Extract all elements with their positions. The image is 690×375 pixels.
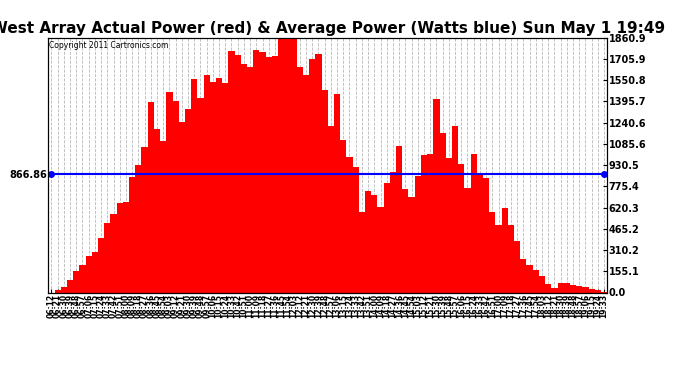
Bar <box>427 154 433 292</box>
Bar <box>440 133 446 292</box>
Text: Copyright 2011 Cartronics.com: Copyright 2011 Cartronics.com <box>50 41 169 50</box>
Bar <box>79 265 86 292</box>
Bar <box>402 189 408 292</box>
Bar <box>235 55 241 292</box>
Bar <box>210 82 216 292</box>
Bar <box>334 94 340 292</box>
Bar <box>166 92 172 292</box>
Bar <box>92 252 98 292</box>
Title: West Array Actual Power (red) & Average Power (Watts blue) Sun May 1 19:49: West Array Actual Power (red) & Average … <box>0 21 664 36</box>
Bar <box>589 289 595 292</box>
Bar <box>471 154 477 292</box>
Bar <box>576 286 582 292</box>
Bar <box>371 195 377 292</box>
Bar <box>309 59 315 292</box>
Bar <box>489 212 495 292</box>
Bar <box>290 38 297 292</box>
Bar <box>359 212 365 292</box>
Bar <box>458 164 464 292</box>
Bar <box>228 51 235 292</box>
Bar <box>582 287 589 292</box>
Bar <box>408 197 415 292</box>
Bar <box>539 276 545 292</box>
Bar <box>216 78 222 292</box>
Bar <box>61 286 67 292</box>
Bar <box>353 167 359 292</box>
Bar <box>197 98 204 292</box>
Bar <box>154 129 160 292</box>
Bar <box>340 140 346 292</box>
Bar <box>452 126 458 292</box>
Bar <box>570 285 576 292</box>
Bar <box>520 260 526 292</box>
Bar <box>421 155 427 292</box>
Bar <box>117 202 123 292</box>
Bar <box>247 67 253 292</box>
Bar <box>141 147 148 292</box>
Bar <box>396 146 402 292</box>
Bar <box>259 52 266 292</box>
Bar <box>526 264 533 292</box>
Bar <box>384 183 390 292</box>
Bar <box>533 270 539 292</box>
Bar <box>253 50 259 292</box>
Bar <box>558 284 564 292</box>
Bar <box>278 38 284 292</box>
Bar <box>266 57 272 292</box>
Bar <box>204 75 210 292</box>
Bar <box>346 158 353 292</box>
Bar <box>390 172 396 292</box>
Bar <box>495 225 502 292</box>
Bar <box>98 238 104 292</box>
Bar <box>123 202 129 292</box>
Bar <box>464 188 471 292</box>
Bar <box>328 126 334 292</box>
Bar <box>272 56 278 292</box>
Bar <box>564 284 570 292</box>
Bar <box>477 174 483 292</box>
Bar <box>365 191 371 292</box>
Bar <box>172 101 179 292</box>
Bar <box>446 158 452 292</box>
Bar <box>67 280 73 292</box>
Bar <box>86 256 92 292</box>
Bar <box>241 64 247 292</box>
Bar <box>160 141 166 292</box>
Bar <box>508 225 514 292</box>
Bar <box>284 38 290 292</box>
Bar <box>148 102 154 292</box>
Bar <box>377 207 384 292</box>
Bar <box>595 290 601 292</box>
Bar <box>191 79 197 292</box>
Bar <box>483 178 489 292</box>
Bar <box>433 99 440 292</box>
Bar <box>502 208 508 292</box>
Bar <box>222 83 228 292</box>
Bar <box>551 288 558 292</box>
Bar <box>55 290 61 292</box>
Bar <box>297 66 303 292</box>
Bar <box>179 122 185 292</box>
Bar <box>73 272 79 292</box>
Bar <box>129 177 135 292</box>
Bar <box>185 108 191 292</box>
Bar <box>322 90 328 292</box>
Bar <box>545 284 551 292</box>
Bar <box>104 223 110 292</box>
Bar <box>315 54 322 292</box>
Bar <box>303 75 309 292</box>
Bar <box>135 165 141 292</box>
Bar <box>415 176 421 292</box>
Bar <box>110 214 117 292</box>
Bar <box>514 241 520 292</box>
